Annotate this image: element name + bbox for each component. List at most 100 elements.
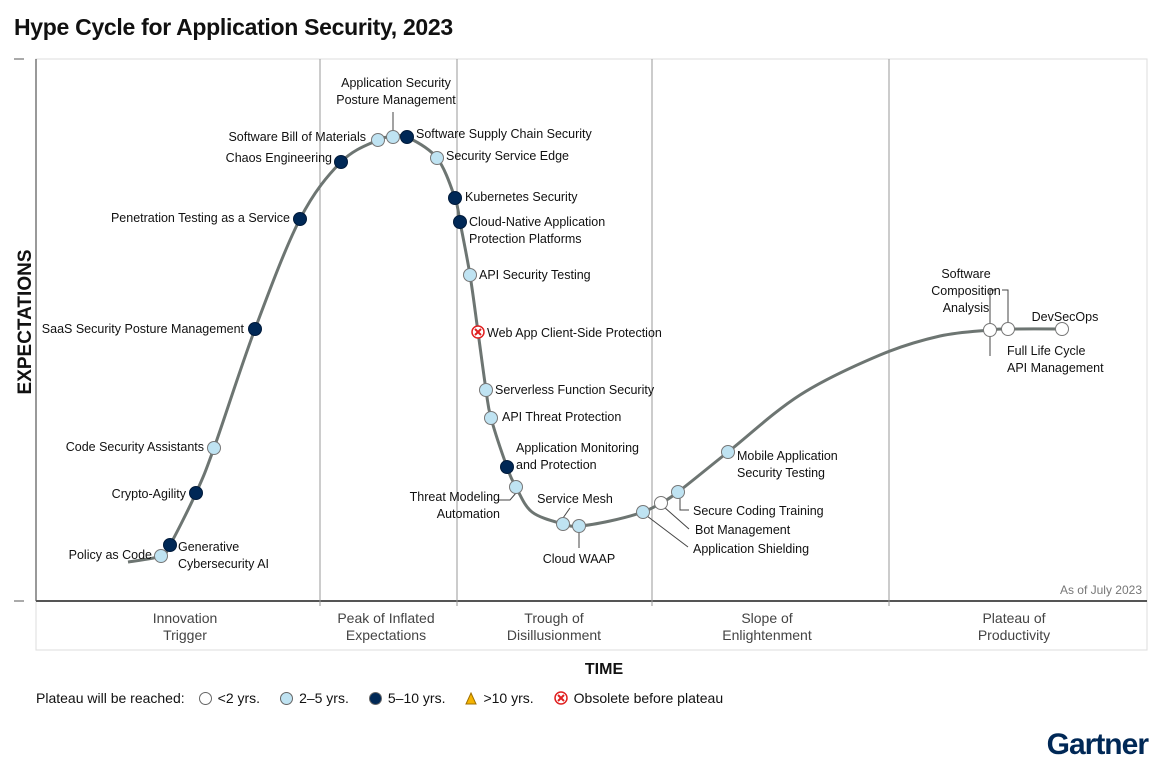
technology-item[interactable]: Application Monitoring and Protection [500,441,640,474]
technology-label: Cloud WAAP [543,552,615,566]
y-axis-label: EXPECTATIONS [15,250,36,395]
leader-line [646,515,689,548]
technology-marker [509,480,523,494]
technology-label: Software Supply Chain Security [416,127,593,141]
technology-marker [334,155,348,169]
technology-marker [1001,322,1015,336]
technology-label: Generative [178,540,239,554]
technology-marker [671,485,685,499]
phase-label: Enlightenment [722,627,812,643]
legend-item-5to10: 5–10 yrs. [368,690,445,706]
technology-item[interactable]: Software Composition Analysis [931,267,1001,337]
technology-label: Protection Platforms [469,232,582,246]
phase-label: Slope of [741,610,792,626]
technology-marker [463,268,477,282]
technology-item[interactable]: Security Service Edge [430,149,570,165]
technology-label: Cloud-Native Application [469,215,605,229]
technology-label: Application Security [341,76,452,90]
legend-label: 2–5 yrs. [299,690,349,706]
technology-marker [572,519,586,533]
technology-marker [479,383,493,397]
technology-marker [386,130,400,144]
technology-item[interactable]: Full Life Cycle API Management [1001,322,1105,376]
legend-label: <2 yrs. [217,690,261,706]
technology-marker [189,486,203,500]
technology-item[interactable]: SaaS Security Posture Management [42,322,262,336]
technology-marker [484,411,498,425]
chart-title: Hype Cycle for Application Security, 202… [14,14,453,40]
leader-line [989,289,996,324]
technology-label: Software [941,267,990,281]
technology-item[interactable]: Kubernetes Security [448,190,579,205]
technology-label: Full Life Cycle [1007,344,1086,358]
technology-item[interactable]: Secure Coding Training [671,485,824,519]
dark-blue-circle-icon [368,691,382,705]
technology-label: SaaS Security Posture Management [42,322,245,336]
technology-label: Serverless Function Security [495,383,655,397]
light-blue-circle-icon [280,691,294,705]
technology-item[interactable]: Cloud WAAP [543,519,615,567]
phase-label: Trough of [524,610,584,626]
legend-item-lt2: <2 yrs. [198,690,261,706]
technology-marker [400,130,414,144]
phase-label: Trigger [163,627,207,643]
phase-label: Disillusionment [507,627,601,643]
technology-item[interactable]: Generative Cybersecurity AI [163,538,270,572]
technology-marker [721,445,735,459]
technology-label: Web App Client-Side Protection [487,326,662,340]
technology-marker [983,323,997,337]
technology-item[interactable]: API Threat Protection [484,410,622,425]
technology-item[interactable]: Web App Client-Side Protection [471,325,662,340]
technology-label: Cybersecurity AI [178,557,269,571]
technology-label: Security Service Edge [446,149,569,163]
technology-item[interactable]: Serverless Function Security [479,383,655,397]
technology-item[interactable]: Software Bill of Materials [228,130,385,147]
technology-item[interactable]: Cloud-Native Application Protection Platf… [453,215,606,246]
technology-item[interactable]: Code Security Assistants [66,440,221,455]
technology-item[interactable]: Service Mesh [537,492,613,531]
technology-item[interactable]: Software Supply Chain Security [400,127,593,144]
technology-label: Composition [931,284,1001,298]
legend-title: Plateau will be reached: [36,690,185,706]
white-circle-icon [198,691,212,705]
technology-label: DevSecOps [1032,310,1099,324]
technology-item[interactable]: Threat Modeling Automation [410,480,523,522]
technology-item[interactable]: Penetration Testing as a Service [111,211,307,226]
technology-item[interactable]: Application Shielding [636,505,810,557]
technology-item[interactable]: DevSecOps [1032,310,1099,336]
technology-item[interactable]: Policy as Code [69,548,168,563]
technology-label: API Management [1007,361,1104,375]
as-of-note: As of July 2023 [1060,583,1142,597]
technology-item[interactable]: Application Security Posture Management [336,76,456,144]
leader-line [497,492,517,501]
technology-item[interactable]: API Security Testing [463,268,591,282]
technology-marker [556,517,570,531]
x-mark [474,328,482,336]
technology-label: API Security Testing [479,268,591,282]
technology-label: Security Testing [737,466,825,480]
phase-label: Plateau of [982,610,1045,626]
technology-item[interactable]: Crypto-Agility [112,486,203,502]
technology-label: Bot Management [695,523,791,537]
technology-label: API Threat Protection [502,410,621,424]
obsolete-x-icon [553,691,568,705]
technology-item[interactable]: Chaos Engineering [226,151,348,169]
plot-frame [35,58,1148,651]
technology-marker [430,151,444,165]
technology-item[interactable]: Mobile Application Security Testing [721,445,838,481]
technology-item[interactable]: Bot Management [654,496,791,538]
technology-marker [654,496,668,510]
technology-label: Policy as Code [69,548,152,562]
phase-label: Innovation [153,610,218,626]
technology-label: Penetration Testing as a Service [111,211,290,225]
technology-marker [371,133,385,147]
leader-line [663,506,690,530]
triangle-icon [465,691,478,704]
legend-label: >10 yrs. [483,690,534,706]
technology-marker [448,191,462,205]
legend-item-2to5: 2–5 yrs. [280,690,349,706]
x-axis-label: TIME [585,661,624,678]
gartner-logo: Gartner [1046,728,1149,761]
technology-marker [163,538,177,552]
